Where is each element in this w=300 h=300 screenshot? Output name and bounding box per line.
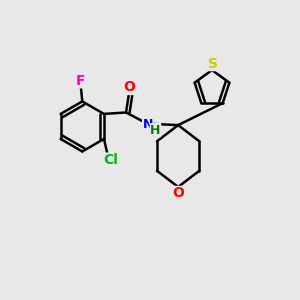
Text: Cl: Cl — [103, 153, 118, 167]
Text: O: O — [172, 186, 184, 200]
Text: F: F — [76, 74, 86, 88]
Text: N: N — [142, 118, 153, 131]
Text: H: H — [150, 124, 161, 136]
Text: S: S — [208, 57, 218, 70]
Text: O: O — [123, 80, 135, 94]
